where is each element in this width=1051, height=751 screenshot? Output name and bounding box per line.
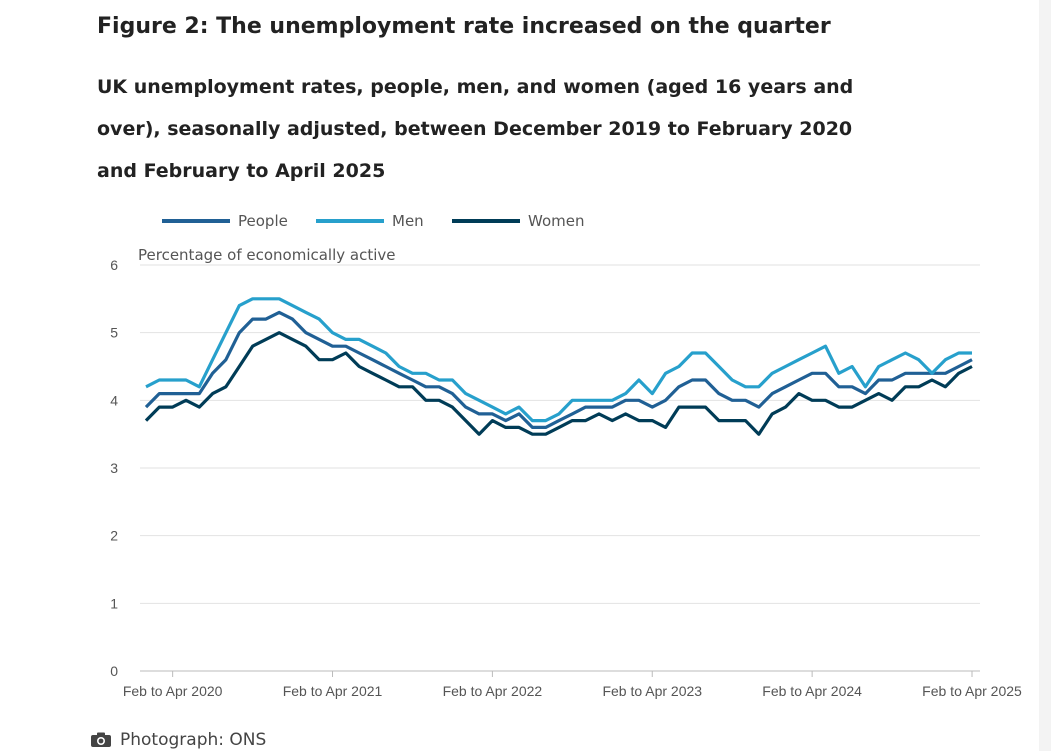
series-line-women: [144, 331, 973, 436]
y-axis-ticks: 0 1 2 3 4 5 6: [110, 257, 118, 679]
y-tick-label: 1: [110, 595, 118, 611]
chart-gridlines: [140, 264, 980, 672]
series-line-people: [144, 310, 973, 429]
x-tick-label: Feb to Apr 2025: [922, 683, 1022, 699]
x-tick-label: Feb to Apr 2022: [443, 683, 543, 699]
y-tick-label: 6: [110, 257, 118, 273]
line-chart: People Men Women Percentage of economicall…: [110, 212, 1022, 699]
legend-label-women: Women: [528, 212, 584, 230]
legend-label-men: Men: [392, 212, 424, 230]
legend-label-people: People: [238, 212, 288, 230]
image-caption: Photograph: ONS: [90, 730, 266, 750]
scrollbar-track[interactable]: [1039, 0, 1051, 751]
y-tick-label: 3: [110, 460, 118, 476]
y-tick-label: 4: [110, 392, 118, 408]
x-tick-label: Feb to Apr 2020: [123, 683, 223, 699]
camera-icon: [91, 732, 111, 747]
x-tick-label: Feb to Apr 2024: [762, 683, 862, 699]
figure-title: Figure 2: The unemployment rate increase…: [97, 14, 831, 39]
x-tick-label: Feb to Apr 2021: [283, 683, 383, 699]
y-tick-label: 2: [110, 528, 118, 544]
figure-subtitle: UK unemployment rates, people, men, and …: [97, 76, 854, 182]
chart-legend: People Men Women: [162, 212, 584, 230]
x-tick-label: Feb to Apr 2023: [602, 683, 702, 699]
y-tick-label: 0: [110, 663, 118, 679]
series-line-men: [145, 297, 972, 423]
chart-series: [144, 297, 973, 436]
caption-text: Photograph: ONS: [120, 730, 267, 750]
y-axis-label: Percentage of economically active: [138, 246, 396, 264]
y-tick-label: 5: [110, 325, 118, 341]
x-axis: Feb to Apr 2020 Feb to Apr 2021 Feb to Apr…: [123, 671, 1022, 699]
